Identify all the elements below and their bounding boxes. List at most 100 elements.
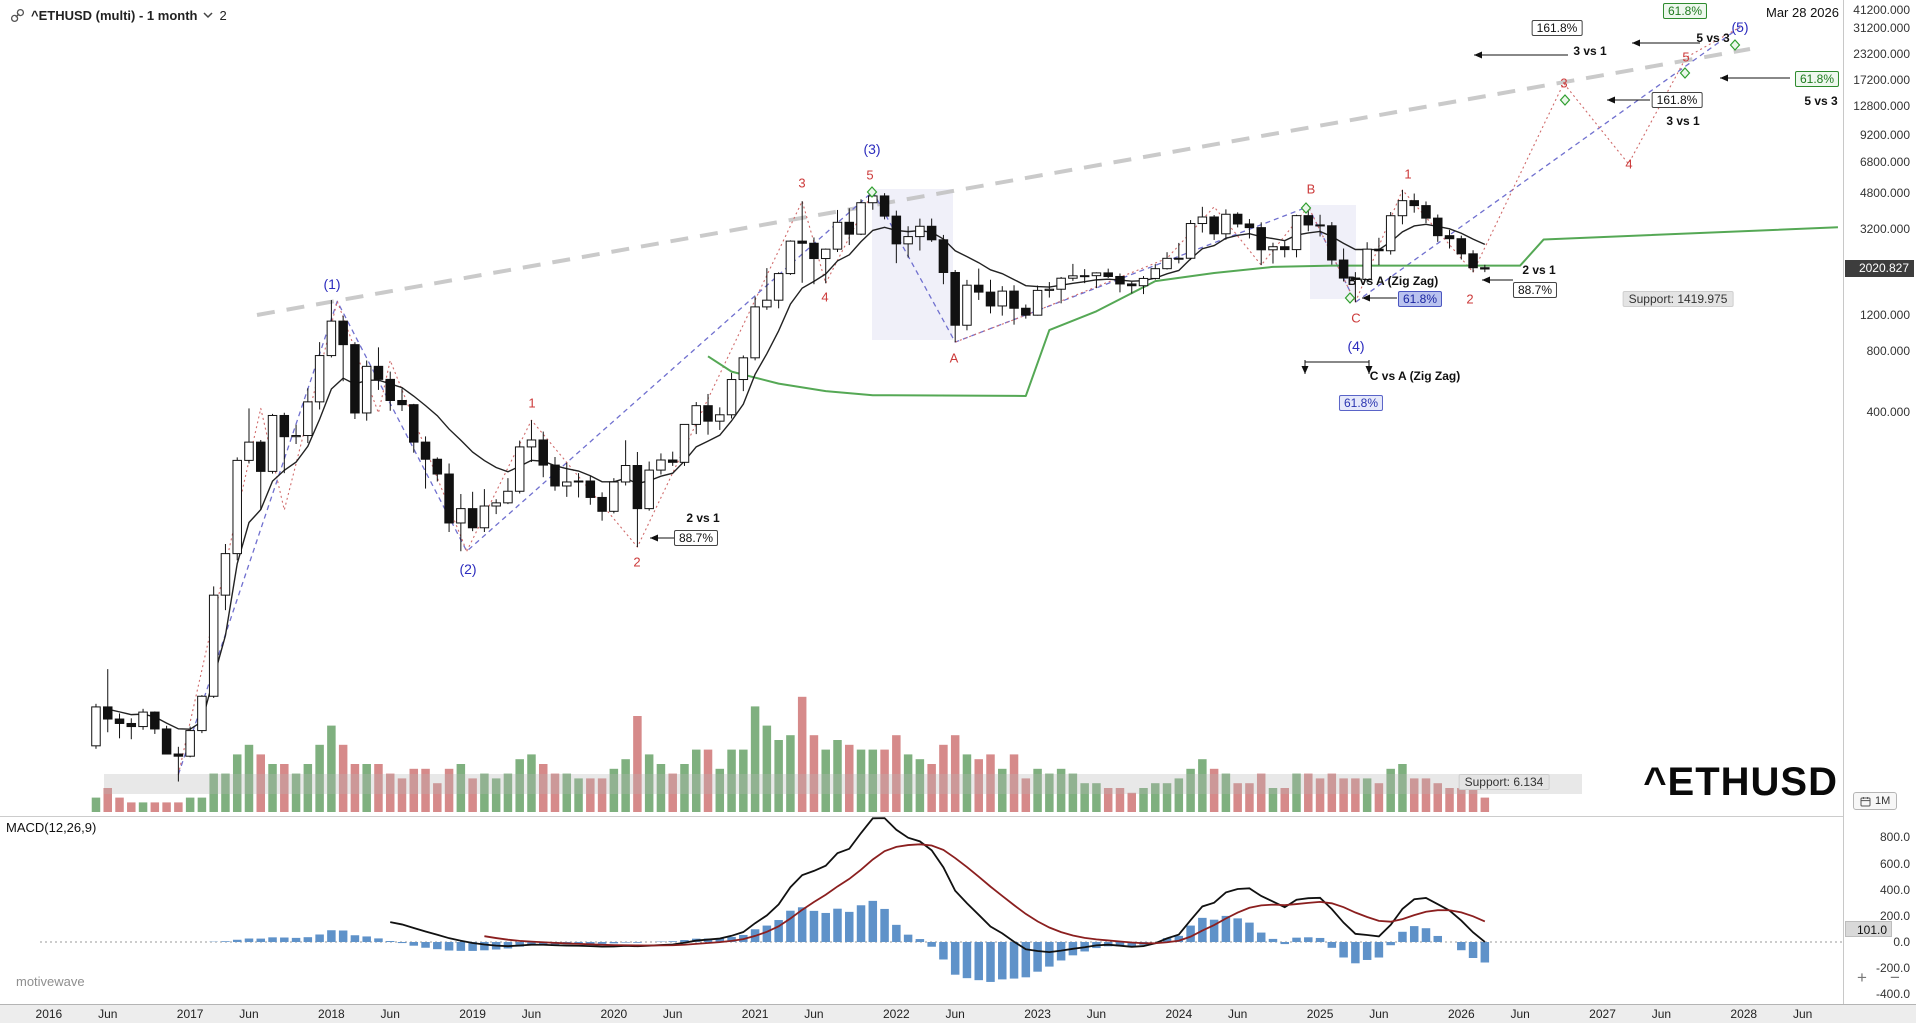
fib-retracement-box[interactable]: 61.8% (1338, 395, 1384, 411)
candle (950, 271, 960, 326)
volume-bar (327, 725, 336, 812)
macd-axis-label: 0.0 (1893, 935, 1910, 949)
chevron-down-icon[interactable] (203, 12, 213, 19)
candle (1315, 224, 1325, 227)
timeframe-badge[interactable]: 1M (1853, 792, 1898, 810)
candle (467, 508, 478, 529)
candle (1433, 217, 1443, 237)
volume-bar (739, 749, 748, 812)
time-axis-label: Jun (98, 1007, 118, 1021)
candle (632, 465, 643, 510)
fib-retracement-box[interactable]: 61.8% (1794, 71, 1840, 87)
support-level-label[interactable]: Support: 6.134 (1458, 774, 1550, 790)
candles-layer (91, 189, 1490, 782)
candle (773, 273, 784, 301)
candle (597, 496, 607, 512)
elliott-wave-label: 1 (528, 395, 536, 411)
candle (620, 465, 631, 483)
volume-bar (185, 797, 195, 812)
volume-bar (762, 725, 772, 812)
price-axis[interactable]: 41200.000 31200.000 23200.000 17200.000 1280… (1843, 0, 1916, 1004)
volume-bar (703, 749, 713, 812)
elliott-wave-label: 4 (1625, 156, 1633, 172)
fib-retracement-box[interactable]: 88.7% (673, 530, 719, 546)
macd-histogram-bar (256, 938, 266, 942)
volume-bar (385, 773, 395, 812)
trendline-layer[interactable] (256, 47, 1751, 317)
time-axis[interactable]: 2016 Jun 2017 Jun 2018 Jun 2019 Jun 2020 Jun 2021 J… (0, 1004, 1916, 1023)
candle (691, 405, 701, 425)
zoom-in-button[interactable]: + (1857, 968, 1867, 987)
grey-dashed-trendline (256, 47, 1751, 317)
candle (1256, 227, 1266, 251)
price-axis-label: 800.000 (1866, 343, 1910, 358)
volume-bar (1268, 788, 1278, 812)
macd-histogram-bar (1315, 937, 1325, 942)
volume-bar (845, 744, 854, 812)
wave-count-label[interactable]: 2 (219, 8, 227, 23)
macd-histogram-bar (1033, 942, 1042, 972)
candle (220, 553, 231, 596)
volume-bar (1480, 797, 1490, 812)
volume-bar (480, 773, 489, 812)
elliott-wave-label: 5 (866, 167, 874, 183)
fib-retracement-box[interactable]: 161.8% (1531, 20, 1583, 36)
time-axis-label: Jun (239, 1007, 259, 1021)
elliott-wave-lines[interactable] (177, 26, 1741, 775)
fib-retracement-box[interactable]: 88.7% (1512, 282, 1558, 298)
candle (326, 320, 337, 357)
macd-histogram-bar (1480, 942, 1490, 963)
volume-bar (1209, 768, 1219, 812)
volume-bar (1421, 778, 1431, 812)
volume-bar (586, 778, 595, 812)
candle (491, 502, 501, 507)
wave-point-diamond (1300, 202, 1312, 214)
candle (514, 446, 525, 492)
time-axis-label: 2016 (35, 1007, 63, 1021)
candle (903, 236, 913, 245)
link-icon[interactable] (10, 8, 25, 23)
fib-retracement-box[interactable]: 61.8% (1662, 3, 1708, 19)
volume-bar (1139, 788, 1148, 812)
support-level-label[interactable]: Support: 1419.975 (1622, 291, 1734, 307)
candle (432, 458, 443, 475)
macd-histogram-bar (221, 941, 230, 942)
volume-bar (668, 773, 677, 812)
elliott-wave-label: (3) (863, 141, 881, 157)
macd-histogram-bar (244, 938, 254, 942)
macd-histogram-bar (974, 942, 983, 981)
macd-histogram-bar (621, 942, 630, 943)
candle (1079, 275, 1090, 278)
time-axis-label: Jun (1510, 1007, 1530, 1021)
volume-bar (809, 735, 819, 812)
wave-point-diamond (1559, 94, 1571, 106)
macd-histogram-bar (762, 925, 772, 942)
ratio-measure-label: 3 vs 1 (1666, 114, 1700, 128)
candle (1350, 277, 1361, 280)
candle (526, 439, 537, 448)
macd-histogram-bar (409, 942, 419, 946)
candle (1280, 246, 1290, 251)
candle (973, 284, 984, 293)
volume-bar (350, 764, 360, 812)
candle (879, 195, 890, 217)
fib-retracement-box[interactable]: 161.8% (1651, 92, 1703, 108)
ratio-measure-label: C vs A (Zig Zag) (1369, 369, 1461, 383)
candle (1009, 290, 1019, 309)
volume-bar (1080, 783, 1089, 812)
candle (291, 435, 301, 438)
time-axis-label: 2018 (318, 1007, 345, 1021)
volume-bar (1045, 773, 1054, 812)
candle (785, 240, 796, 275)
volume-bar (338, 744, 348, 812)
volume-bar (1162, 783, 1172, 812)
macd-histogram-bar (1327, 942, 1337, 948)
ratio-measure-label: 5 vs 3 (1804, 94, 1838, 108)
macd-histogram-bar (1292, 937, 1301, 942)
fib-retracement-box[interactable]: 61.8% (1397, 291, 1443, 307)
zoom-out-button[interactable]: − (1890, 968, 1900, 987)
price-axis-label: 9200.000 (1859, 128, 1910, 143)
candle (420, 441, 431, 460)
candle (891, 215, 902, 245)
